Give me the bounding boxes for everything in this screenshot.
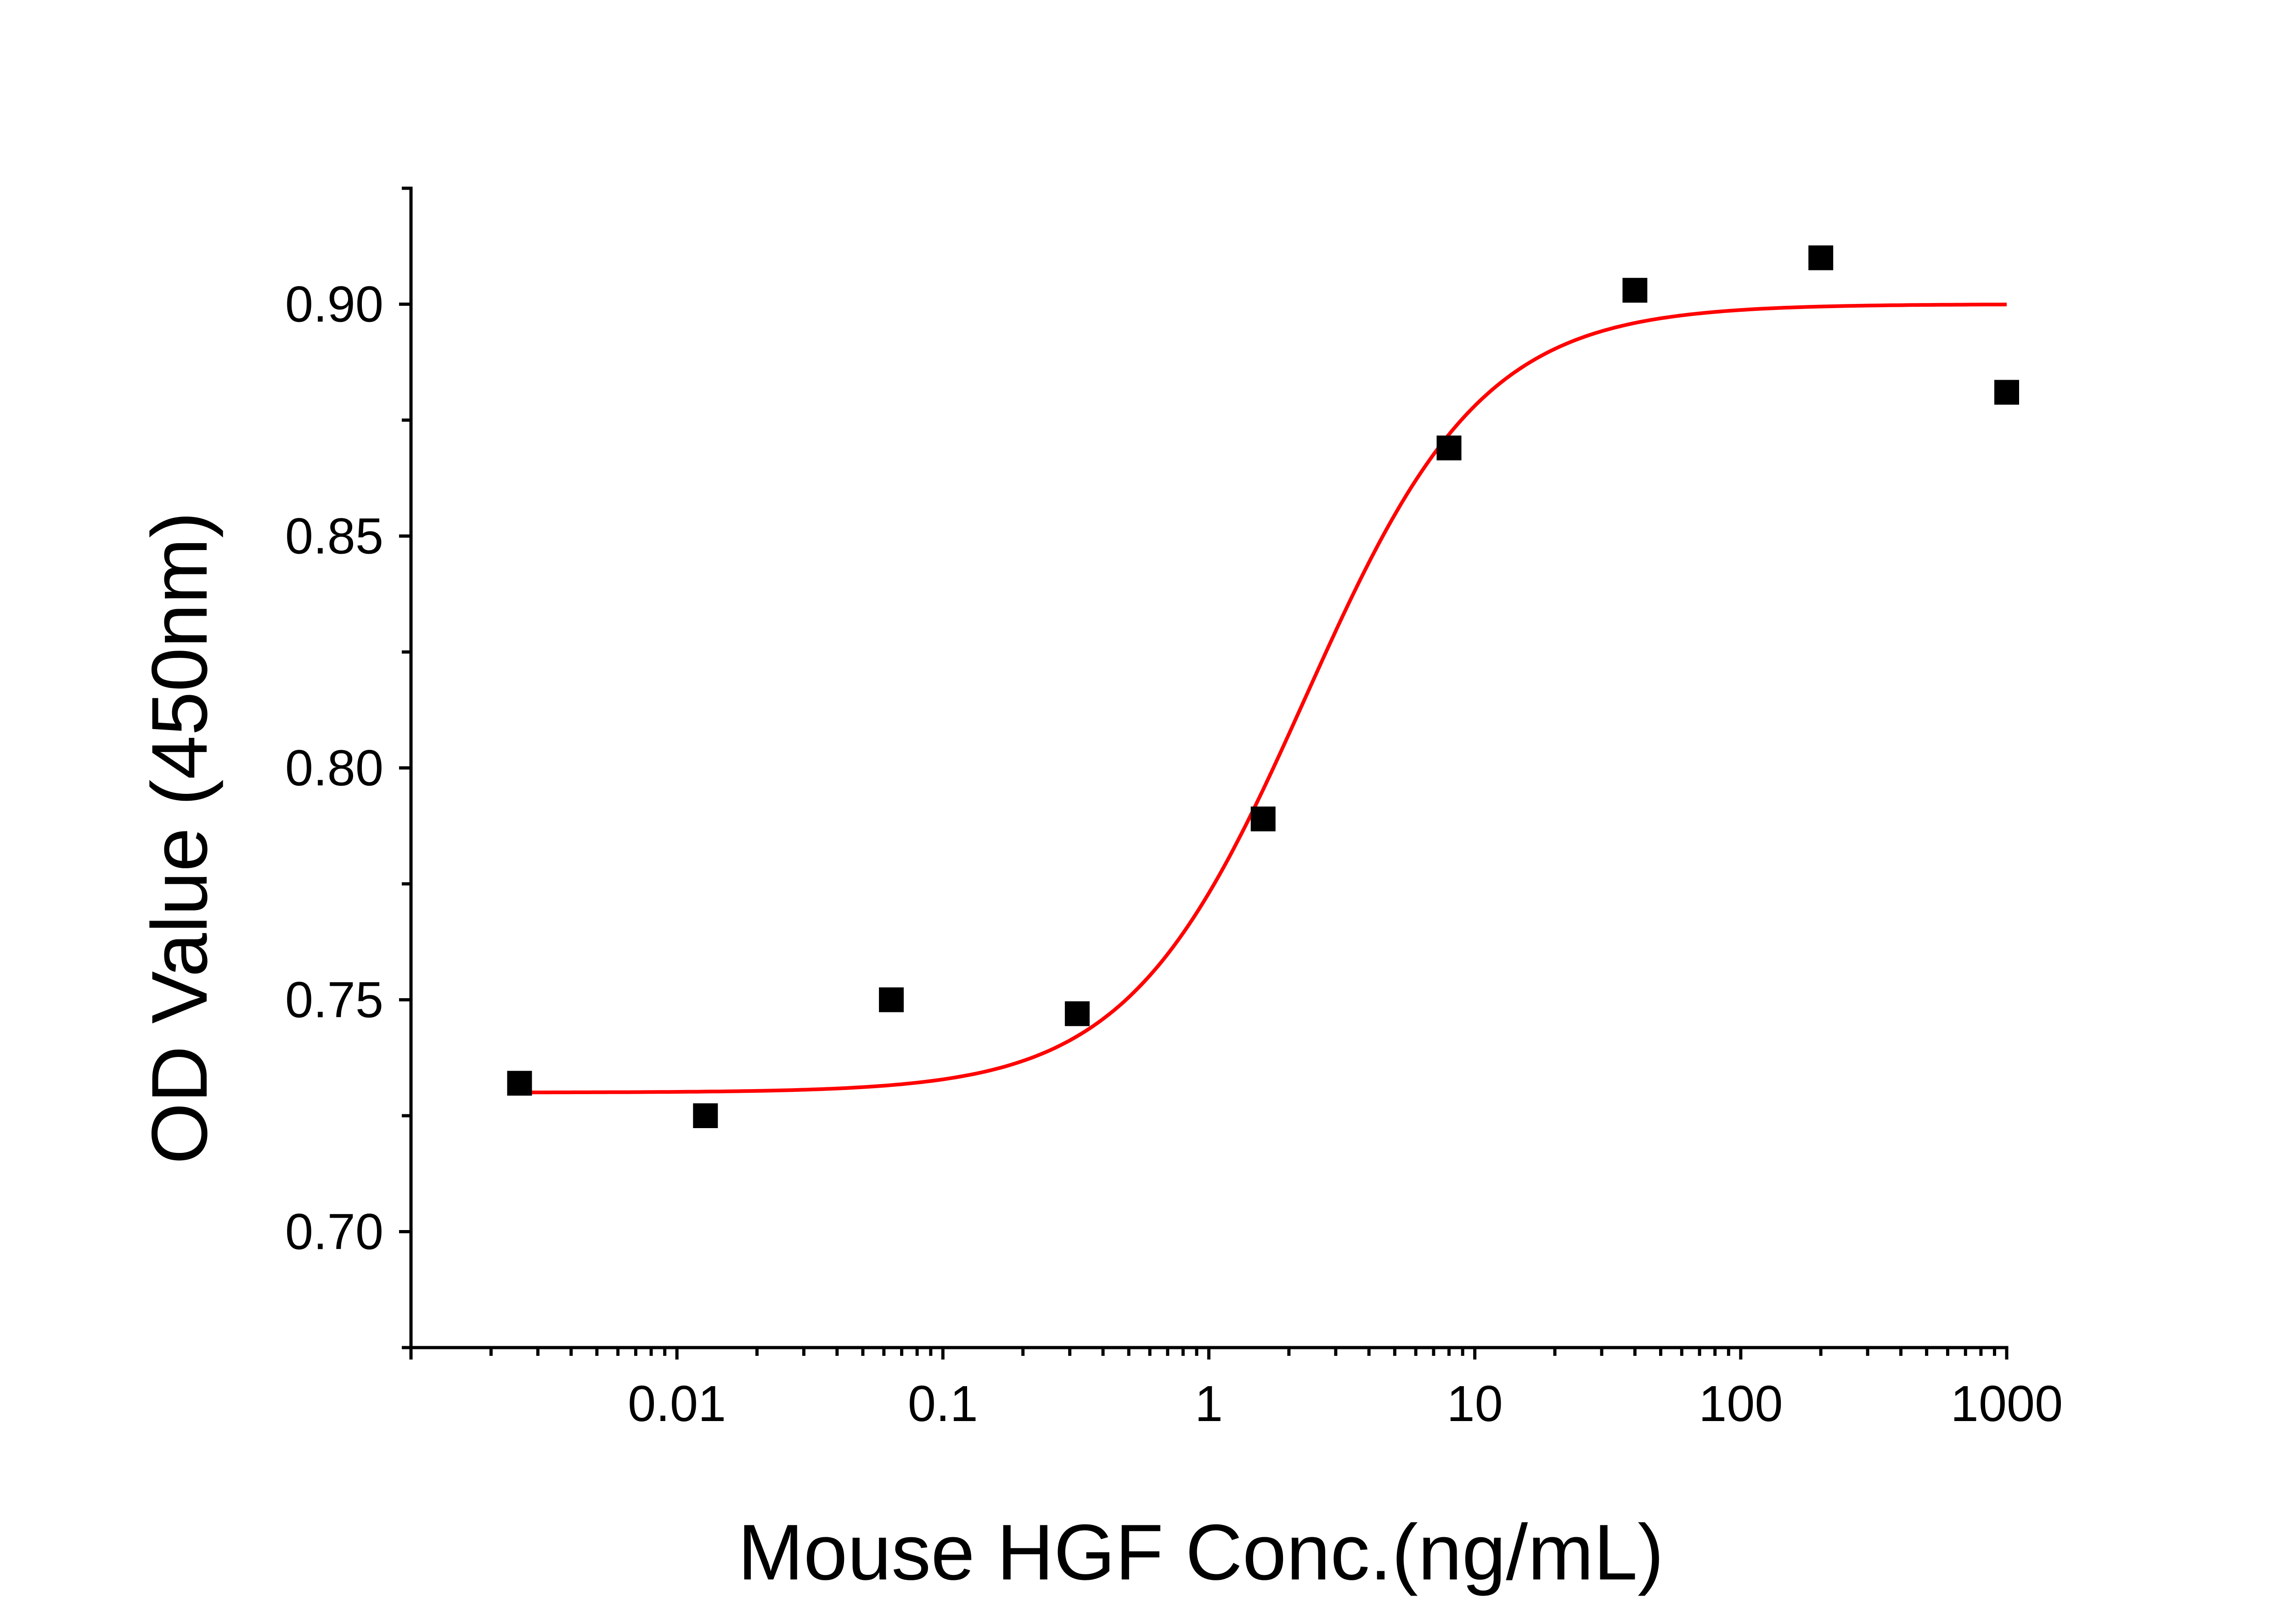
data-point xyxy=(1994,380,2019,405)
y-tick-label: 0.70 xyxy=(285,1204,383,1260)
y-tick-label: 0.90 xyxy=(285,276,383,333)
x-tick-label: 10 xyxy=(1446,1376,1503,1432)
data-point xyxy=(1808,245,1834,270)
data-points xyxy=(507,245,2019,1128)
y-axis-label: OD Value (450nm) xyxy=(135,511,224,1164)
fit-curve-group xyxy=(519,303,2007,1095)
data-point xyxy=(879,987,904,1012)
data-point xyxy=(1622,278,1648,303)
data-point xyxy=(1250,806,1276,832)
x-tick-label: 0.01 xyxy=(628,1376,726,1432)
y-tick-label: 0.80 xyxy=(285,740,383,797)
y-tick-label: 0.75 xyxy=(285,972,383,1028)
data-point xyxy=(693,1103,718,1128)
x-tick-label: 0.1 xyxy=(908,1376,978,1432)
data-point xyxy=(507,1071,532,1096)
x-tick-label: 1000 xyxy=(1951,1376,2063,1432)
y-tick-label: 0.85 xyxy=(285,508,383,565)
x-tick-label: 1 xyxy=(1195,1376,1223,1432)
x-tick-label: 100 xyxy=(1699,1376,1783,1432)
data-point xyxy=(1064,1001,1090,1026)
x-axis-label: Mouse HGF Conc.(ng/mL) xyxy=(738,1508,1664,1596)
fit-curve xyxy=(519,303,2007,1095)
axes: 0.70 0.75 0.80 0.85 0.90 0.01 0.1 1 10 100 1000 xyxy=(285,186,2063,1432)
data-point xyxy=(1436,435,1462,461)
